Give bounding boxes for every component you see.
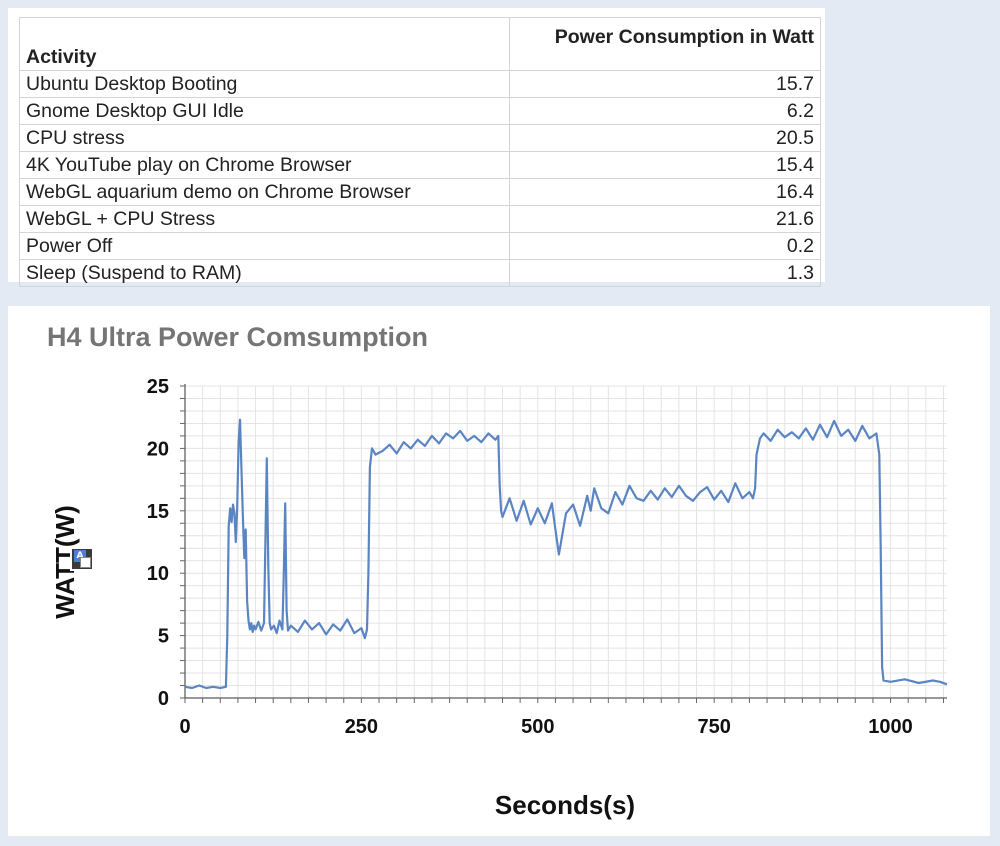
power-chart-card: H4 Ultra Power Comsumption 0 5 10 15 20 25 0 25… bbox=[8, 306, 990, 836]
watt-cell: 21.6 bbox=[509, 205, 821, 233]
y-tick-label: 20 bbox=[147, 438, 169, 460]
x-tick-label: 500 bbox=[521, 716, 554, 738]
activity-column-header: Activity bbox=[19, 17, 510, 71]
watt-cell: 0.2 bbox=[509, 232, 821, 260]
chart-series bbox=[184, 418, 948, 690]
table-row: WebGL aquarium demo on Chrome Browser 16… bbox=[19, 178, 821, 206]
activity-cell: Ubuntu Desktop Booting bbox=[19, 70, 510, 98]
table-row: Sleep (Suspend to RAM) 1.3 bbox=[19, 259, 821, 287]
x-tick-label: 250 bbox=[345, 716, 378, 738]
watt-cell: 15.7 bbox=[509, 70, 821, 98]
table-row: WebGL + CPU Stress 21.6 bbox=[19, 205, 821, 233]
watt-cell: 1.3 bbox=[509, 259, 821, 287]
table-row: CPU stress 20.5 bbox=[19, 124, 821, 152]
watt-column-header: Power Consumption in Watt bbox=[509, 17, 821, 71]
translate-icon[interactable]: A bbox=[70, 547, 94, 571]
x-tick-label: 0 bbox=[179, 716, 190, 738]
y-tick-label: 10 bbox=[147, 563, 169, 585]
x-tick-label: 1000 bbox=[868, 716, 913, 738]
activity-cell: Power Off bbox=[19, 232, 510, 260]
activity-cell: Gnome Desktop GUI Idle bbox=[19, 97, 510, 125]
activity-cell: WebGL aquarium demo on Chrome Browser bbox=[19, 178, 510, 206]
table-header-row: Activity Power Consumption in Watt bbox=[19, 17, 821, 71]
y-tick-label: 5 bbox=[158, 626, 169, 648]
x-tick-label: 750 bbox=[697, 716, 730, 738]
activity-cell: 4K YouTube play on Chrome Browser bbox=[19, 151, 510, 179]
watt-cell: 16.4 bbox=[509, 178, 821, 206]
activity-cell: Sleep (Suspend to RAM) bbox=[19, 259, 510, 287]
watt-cell: 20.5 bbox=[509, 124, 821, 152]
chart-title: H4 Ultra Power Comsumption bbox=[47, 322, 429, 352]
activity-cell: CPU stress bbox=[19, 124, 510, 152]
table-row: 4K YouTube play on Chrome Browser 15.4 bbox=[19, 151, 821, 179]
y-tick-label: 0 bbox=[158, 688, 169, 710]
table-row: Ubuntu Desktop Booting 15.7 bbox=[19, 70, 821, 98]
chart-grid bbox=[184, 385, 947, 699]
table-row: Gnome Desktop GUI Idle 6.2 bbox=[19, 97, 821, 125]
watt-cell: 15.4 bbox=[509, 151, 821, 179]
y-tick-label: 25 bbox=[147, 376, 169, 398]
chart-axes bbox=[180, 384, 947, 703]
power-table: Activity Power Consumption in Watt Ubunt… bbox=[19, 17, 821, 287]
power-series-line bbox=[184, 418, 948, 690]
y-tick-label: 15 bbox=[147, 501, 169, 523]
activity-cell: WebGL + CPU Stress bbox=[19, 205, 510, 233]
table-row: Power Off 0.2 bbox=[19, 232, 821, 260]
translate-target-icon bbox=[80, 557, 91, 568]
watt-cell: 6.2 bbox=[509, 97, 821, 125]
x-axis-title: Seconds(s) bbox=[495, 790, 635, 820]
power-table-card: Activity Power Consumption in Watt Ubunt… bbox=[8, 8, 825, 287]
